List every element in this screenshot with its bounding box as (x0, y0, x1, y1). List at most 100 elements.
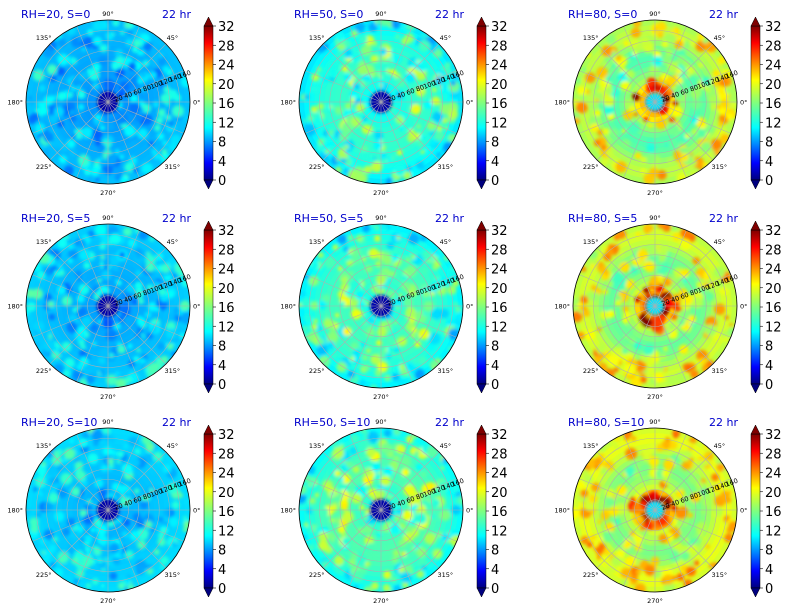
colorbar-tick-label: 0 (765, 378, 773, 393)
field-patch (93, 546, 102, 556)
field-patch (87, 453, 99, 465)
field-patch (368, 22, 378, 32)
field-patch (420, 85, 425, 90)
colorbar-tick-label: 24 (218, 263, 235, 278)
field-patch (32, 69, 45, 82)
field-patch (379, 47, 388, 56)
field-patch (677, 519, 684, 525)
field-patch (179, 300, 190, 311)
field-patch (347, 370, 355, 378)
angle-label: 45° (440, 34, 452, 42)
field-patch (154, 487, 161, 495)
field-patch (141, 495, 147, 502)
field-patch (327, 129, 335, 136)
field-patch (604, 54, 615, 64)
radial-tick-label: 20 (113, 94, 124, 104)
field-patch (646, 153, 656, 163)
field-patch (435, 324, 443, 332)
field-patch (729, 322, 734, 327)
field-patch (124, 21, 131, 29)
field-patch (600, 157, 609, 166)
radial-tick-label: 120 (159, 76, 173, 88)
grid-spoke (107, 70, 184, 103)
field-patch (365, 265, 373, 273)
field-patch (420, 267, 429, 275)
field-patch (392, 366, 401, 374)
field-patch (350, 434, 360, 443)
colorbar-tick-label: 24 (765, 467, 782, 482)
polar-panel-5: 204060801001201401600°45°90°135°180°225°… (280, 212, 507, 401)
angle-label: 315° (712, 163, 728, 171)
field-patch (133, 488, 140, 494)
colorbar-tick-label: 24 (491, 467, 508, 482)
angle-label: 270° (647, 597, 663, 605)
field-patch (131, 46, 139, 53)
radial-tick-label: 120 (706, 76, 720, 88)
colorbar-tick-label: 28 (765, 243, 782, 258)
grid-spoke (596, 305, 656, 365)
field-patch (94, 139, 102, 146)
field-patch (649, 253, 660, 263)
field-patch (168, 517, 179, 527)
grid-spoke (380, 101, 457, 134)
field-patch (578, 94, 586, 102)
field-patch (87, 176, 93, 182)
field-patch (603, 95, 615, 107)
field-patch (398, 539, 407, 547)
field-texture (299, 20, 461, 184)
field-patch (372, 41, 378, 47)
field-patch (26, 104, 32, 113)
angle-label: 90° (375, 10, 387, 18)
field-patch (148, 443, 155, 450)
field-patch (393, 455, 400, 461)
field-patch (389, 523, 401, 535)
field-patch (405, 265, 417, 277)
field-patch (65, 510, 71, 516)
field-patch (333, 323, 339, 328)
field-patch (634, 152, 642, 160)
field-patch (602, 288, 609, 295)
field-patch (139, 500, 149, 510)
field-patch (341, 121, 354, 134)
radial-tick-label: 20 (660, 94, 671, 104)
radial-tick-label: 80 (689, 287, 700, 297)
colorbar-tick-label: 28 (765, 39, 782, 54)
field-patch (658, 87, 668, 96)
field-patch (124, 376, 132, 384)
field-patch (432, 263, 439, 271)
angle-labels: 0° 45° 90° 135° 180° 225° 270° 315° (554, 418, 747, 605)
polar-panel-4: 204060801001201401600°45°90°135°180°225°… (7, 212, 234, 401)
field-patch (156, 342, 166, 351)
field-patch (79, 349, 87, 357)
field-patch (694, 541, 701, 548)
field-patch (65, 235, 70, 240)
radial-tick-label: 40 (123, 498, 134, 508)
field-patch (630, 496, 637, 503)
radial-tick-label: 80 (415, 287, 426, 297)
radial-tick-label: 100 (696, 283, 710, 295)
grid-spoke (32, 101, 109, 134)
angle-labels: 0° 45° 90° 135° 180° 225° 270° 315° (280, 10, 473, 197)
grid-spoke (654, 101, 731, 134)
angle-label: 270° (100, 189, 116, 197)
field-patch (57, 541, 70, 554)
field-patch (428, 332, 441, 345)
field-patch (51, 136, 63, 148)
field-patch (663, 458, 675, 471)
field-patch (341, 474, 351, 484)
field-patch (114, 552, 121, 559)
field-patch (362, 354, 368, 361)
field-patch (594, 109, 601, 117)
field-patch (398, 378, 405, 386)
field-patch (662, 346, 668, 352)
field-patch (699, 357, 706, 365)
field-patch (689, 40, 697, 47)
field-patch (417, 140, 424, 147)
field-patch (344, 144, 349, 150)
field-patch (62, 369, 71, 377)
field-patch (385, 484, 398, 497)
grid-spoke (107, 230, 140, 307)
colorbar-tick-label: 32 (765, 428, 782, 443)
field-patch (151, 473, 159, 481)
field-patch (711, 473, 719, 482)
